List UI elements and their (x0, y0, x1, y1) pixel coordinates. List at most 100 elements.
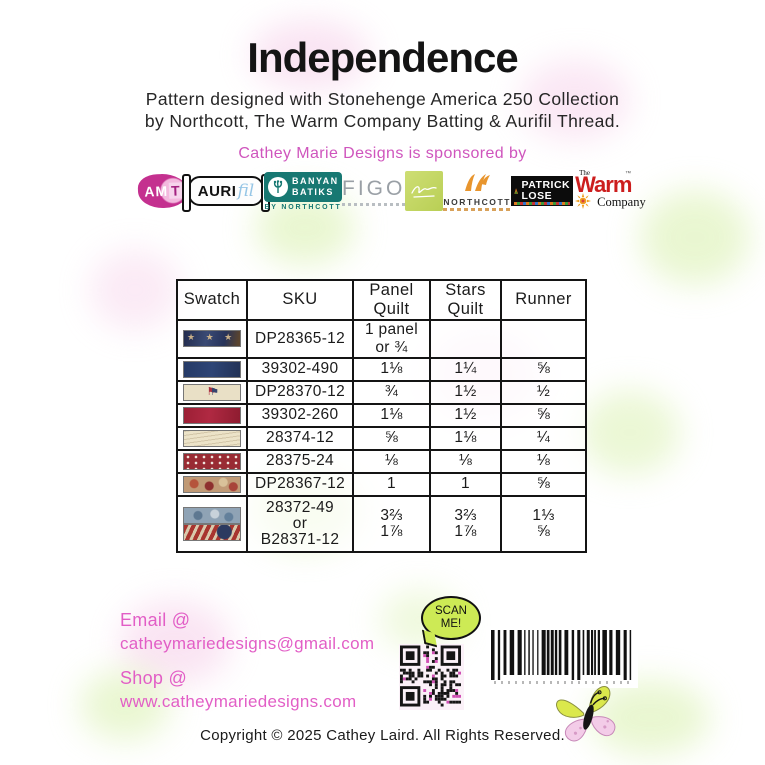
patrick-lose-color-strip (514, 202, 571, 205)
table-row: DP28370-12 ¾ 1½ ½ (176, 379, 587, 405)
runner-cell: ⅝ (500, 356, 587, 382)
butterfly-graphic (548, 680, 630, 755)
panel-quilt-cell: 1⅛ (352, 356, 431, 382)
col-header-panel-quilt: Panel Quilt (352, 279, 431, 321)
runner-value-2: ⅝ (536, 522, 551, 540)
table-row: 39302-260 1⅛ 1½ ⅝ (176, 402, 587, 428)
panel-value-1: 3⅔ (380, 506, 403, 524)
sku-cell: 39302-490 (246, 356, 354, 382)
patrick-lose-leaf-icon (514, 188, 519, 194)
panel-quilt-cell: 1 panel or ¾ (352, 318, 431, 359)
stars-value-2: 1⅞ (454, 522, 477, 540)
patrick-line1: PATRICK (521, 178, 571, 191)
warm-the: The (579, 169, 590, 177)
runner-cell: ¼ (500, 425, 587, 451)
stars-quilt-cell: 1½ (429, 379, 502, 405)
sku-option-1: 28372-49 (266, 498, 334, 516)
warm-sun-icon (575, 193, 592, 214)
email-label: Email @ (120, 610, 191, 630)
aurifil-logo-text: AURI (197, 182, 237, 200)
panel-quilt-cell: 3⅔ 1⅞ (354, 505, 429, 544)
northcott-tagline (443, 207, 512, 211)
yardage-table: Swatch SKU Panel Quilt Stars Quilt Runne… (176, 279, 587, 554)
panel-quilt-cell: ⅝ (352, 425, 431, 451)
stars-quilt-cell: 3⅔ 1⅞ (431, 505, 500, 544)
fabric-swatch-script (183, 429, 241, 447)
fabric-swatch-collage (183, 523, 241, 541)
col-header-stars-quilt: Stars Quilt (429, 279, 502, 321)
fabric-swatch-panel (183, 330, 241, 348)
stars-quilt-cell: ⅛ (429, 448, 502, 474)
banyan-by-northcott: BY NORTHCOTT (264, 203, 342, 211)
table-row: 28375-24 ⅛ ⅛ ⅛ (176, 448, 587, 474)
col-header-sku: SKU (246, 279, 354, 321)
sponsored-by-text: Cathey Marie Designs is sponsored by (238, 145, 527, 162)
copyright-text: Copyright © 2025 Cathey Laird. All Right… (200, 727, 565, 744)
scan-me-line2: ME! (440, 618, 462, 630)
contact-block: Email @ catheymariedesigns@gmail.com Sho… (120, 610, 374, 712)
sku-cell: DP28367-12 (246, 471, 354, 497)
sku-cell: 28374-12 (246, 425, 354, 451)
stars-quilt-cell: 1¼ (429, 356, 502, 382)
stars-quilt-cell: 1½ (429, 402, 502, 428)
sku-cell: 28375-24 (246, 448, 354, 474)
runner-cell (500, 318, 587, 359)
stars-value-1: 3⅔ (454, 506, 477, 524)
sku-cell: DP28370-12 (246, 379, 354, 405)
table-row: DP28367-12 1 1 ⅝ (176, 471, 587, 497)
aurifil-logo-script: fil (237, 181, 255, 201)
warm-tm: ™ (625, 171, 632, 177)
sku-or: or (292, 514, 308, 532)
subtitle-line1: Pattern designed with Stonehenge America… (145, 89, 620, 109)
sku-cell: 28372-49 or B28371-12 (248, 497, 352, 552)
email-address-link[interactable]: catheymariedesigns@gmail.com (120, 634, 375, 653)
qr-code (399, 644, 464, 710)
scan-me-line1: SCAN (435, 605, 467, 618)
panel-value-2: 1⅞ (380, 522, 403, 540)
banyan-line2: BATIKS (292, 186, 334, 197)
pink-texture-blob (90, 250, 180, 330)
fabric-swatch-toile (183, 506, 241, 524)
stars-quilt-cell: 1⅛ (429, 425, 502, 451)
banyan-batiks-logo: BANYAN BATIKS BY NORTHCOTT (264, 171, 342, 211)
northcott-logo-text: NORTHCOTT (443, 196, 512, 207)
table-row: 28374-12 ⅝ 1⅛ ¼ (176, 425, 587, 451)
col-header-swatch: Swatch (176, 279, 248, 321)
sponsor-logo-strip: AM T AURI fil BANYAN BATIKS BY NORTHCOTT FI… (137, 166, 646, 216)
table-row: 28372-49 or B28371-12 3⅔ 1⅞ 3⅔ 1⅞ (176, 494, 587, 554)
green-texture-blob (580, 390, 680, 475)
scan-me-bubble: SCAN ME! (421, 596, 481, 640)
panel-value-line1: 1 panel (365, 320, 418, 338)
northcott-logo: NORTHCOTT (443, 172, 512, 211)
northcott-swoosh-icon (465, 173, 491, 191)
sku-cell: DP28365-12 (246, 318, 354, 359)
aurifil-logo: AURI fil (182, 174, 270, 212)
col-header-runner: Runner (500, 279, 587, 321)
patrick-lose-logo: PATRICK LOSE (511, 176, 574, 206)
panel-quilt-cell: 1⅛ (352, 402, 431, 428)
runner-cell: ½ (500, 379, 587, 405)
shop-url-link[interactable]: www.catheymariedesigns.com (120, 692, 357, 711)
figo-logo-text: FIGO (342, 176, 406, 200)
figo-logo: FIGO (342, 176, 406, 206)
runner-value-1: 1⅓ (532, 506, 555, 524)
patrick-line2: LOSE (521, 190, 553, 202)
shop-label: Shop @ (120, 668, 188, 688)
table-header-row: Swatch SKU Panel Quilt Stars Quilt Runne… (176, 279, 587, 321)
fabric-swatch-navy (183, 360, 241, 378)
fabric-swatch-stars (183, 452, 241, 470)
banyan-line1: BANYAN (292, 175, 339, 186)
banyan-batiks-box: BANYAN BATIKS (264, 171, 342, 202)
sku-option-2: B28371-12 (260, 531, 340, 549)
fabric-swatch-red (183, 406, 241, 424)
stars-quilt-cell (429, 318, 502, 359)
fabric-swatch-pair (178, 504, 246, 544)
green-texture-blob (640, 190, 750, 285)
stars-quilt-cell: 1 (429, 471, 502, 497)
runner-cell: ⅛ (500, 448, 587, 474)
green-script-logo (405, 171, 444, 211)
amt-logo-t: T (168, 182, 182, 199)
panel-quilt-cell: ⅛ (352, 448, 431, 474)
